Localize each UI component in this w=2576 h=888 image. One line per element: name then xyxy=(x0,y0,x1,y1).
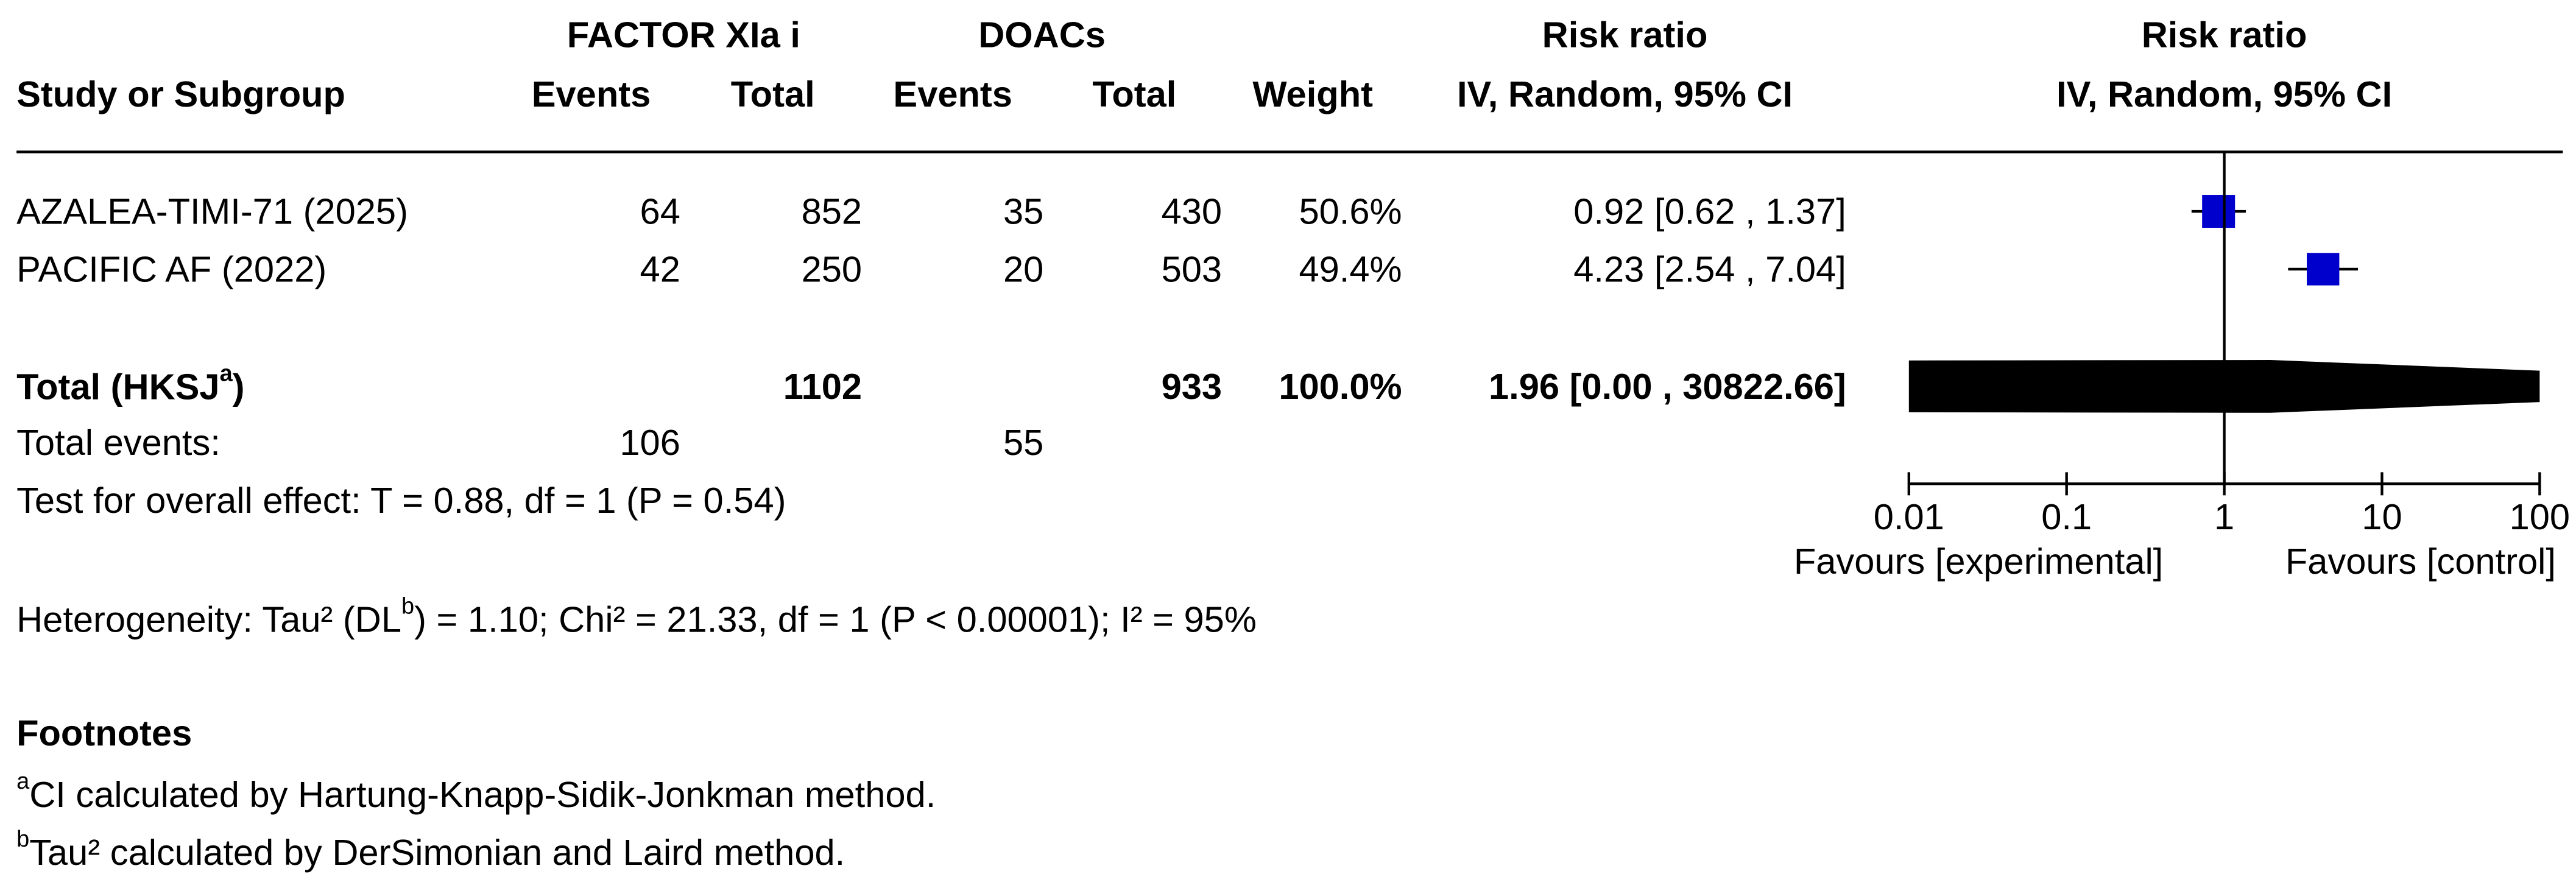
text-part: ) xyxy=(233,366,245,407)
column-header: Total xyxy=(1092,74,1176,115)
text-part: Heterogeneity: Tau² (DL xyxy=(16,599,401,640)
total-events-label: Total events: xyxy=(16,422,221,463)
study-marker xyxy=(2307,253,2340,286)
study-name: AZALEA-TIMI-71 (2025) xyxy=(16,191,408,232)
footnote-text: Tau² calculated by DerSimonian and Laird… xyxy=(29,831,845,872)
x-tick-label: 100 xyxy=(2510,496,2570,537)
study-marker xyxy=(2202,195,2235,228)
group-header: DOACs xyxy=(978,14,1106,55)
footnote-mark: a xyxy=(16,769,30,794)
footnote-text: CI calculated by Hartung-Knapp-Sidik-Jon… xyxy=(29,773,936,814)
column-header: Weight xyxy=(1252,74,1373,115)
footnote: bTau² calculated by DerSimonian and Lair… xyxy=(16,826,845,873)
cell-total2: 430 xyxy=(1162,191,1222,232)
ci-label: 0.92 [0.62 , 1.37] xyxy=(1573,191,1846,232)
total-name: Total (HKSJa) xyxy=(16,361,244,407)
superscript: b xyxy=(401,594,414,619)
text-part: ) = 1.10; Chi² = 21.33, df = 1 (P < 0.00… xyxy=(414,599,1257,640)
column-header: IV, Random, 95% CI xyxy=(2056,74,2392,115)
column-header: IV, Random, 95% CI xyxy=(1457,74,1793,115)
footnote-mark: b xyxy=(16,826,29,852)
x-tick-label: 0.1 xyxy=(2041,496,2092,537)
x-tick-label: 10 xyxy=(2362,496,2402,537)
ci-label: 4.23 [2.54 , 7.04] xyxy=(1573,248,1846,289)
cell-total2: 503 xyxy=(1162,248,1222,289)
x-tick-label: 0.01 xyxy=(1874,496,1944,537)
footnote: aCI calculated by Hartung-Knapp-Sidik-Jo… xyxy=(16,769,936,815)
total-ci-label: 1.96 [0.00 , 30822.66] xyxy=(1489,366,1846,407)
total-events1: 106 xyxy=(619,422,680,463)
cell-total1: 250 xyxy=(802,248,862,289)
favours-right: Favours [control] xyxy=(2285,541,2556,582)
group-header: Risk ratio xyxy=(1542,14,1708,55)
cell-events1: 64 xyxy=(640,191,680,232)
column-header: Study or Subgroup xyxy=(16,74,345,115)
column-header: Events xyxy=(532,74,651,115)
total-total2: 933 xyxy=(1162,366,1222,407)
column-header: Events xyxy=(893,74,1012,115)
cell-events2: 35 xyxy=(1003,191,1043,232)
weight: 49.4% xyxy=(1299,248,1402,289)
superscript: a xyxy=(220,361,233,386)
x-tick-label: 1 xyxy=(2214,496,2234,537)
heterogeneity: Heterogeneity: Tau² (DLb) = 1.10; Chi² =… xyxy=(16,594,1257,640)
group-header: FACTOR XIa i xyxy=(567,14,800,55)
cell-events1: 42 xyxy=(640,248,680,289)
weight: 50.6% xyxy=(1299,191,1402,232)
column-header: Total xyxy=(731,74,815,115)
text-part: Total (HKSJ xyxy=(16,366,219,407)
total-total1: 1102 xyxy=(783,366,862,407)
cell-events2: 20 xyxy=(1003,248,1043,289)
study-name: PACIFIC AF (2022) xyxy=(16,248,326,289)
group-header: Risk ratio xyxy=(2142,14,2307,55)
total-events2: 55 xyxy=(1003,422,1043,463)
favours-left: Favours [experimental] xyxy=(1794,541,2163,582)
total-weight: 100.0% xyxy=(1279,366,1402,407)
footnotes-title: Footnotes xyxy=(16,713,192,753)
overall-effect: Test for overall effect: T = 0.88, df = … xyxy=(16,480,786,521)
cell-total1: 852 xyxy=(802,191,862,232)
